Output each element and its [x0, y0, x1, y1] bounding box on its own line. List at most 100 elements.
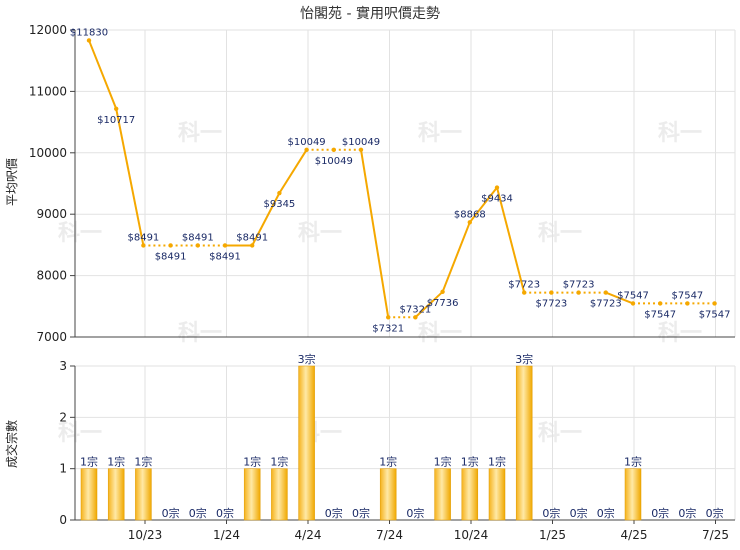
deal-count-bar: [107, 468, 125, 521]
price-y-tick-label: 12000: [29, 23, 67, 37]
price-point: [630, 301, 636, 306]
deal-count-label: 1宗: [107, 455, 125, 469]
price-point-label: $10049: [288, 137, 326, 148]
deal-count-label: 1宗: [488, 455, 506, 469]
price-point: [522, 290, 527, 295]
price-point-label: $8491: [182, 232, 214, 243]
deal-count-label: 0宗: [542, 506, 560, 520]
deal-count-bar: [271, 468, 288, 521]
price-line-segment: [496, 187, 526, 293]
count-y-tick-label: 2: [59, 410, 67, 424]
deal-count-bar: [515, 365, 533, 521]
price-point-label: $7736: [427, 298, 459, 309]
price-point-label: $8868: [454, 209, 486, 220]
watermark-text: 科一: [58, 221, 102, 246]
watermark-text: 科一: [538, 221, 582, 246]
price-line-segment: [469, 186, 498, 223]
watermark-text: 科一: [178, 121, 222, 146]
deal-count-label: 0宗: [570, 506, 588, 520]
labels-layer: 1宗 1宗 1宗 0宗 0宗 0宗 1宗 1宗 3宗 0宗 0宗 1宗 0宗 1宗 1宗 1宗 3宗 0宗 0宗 0宗…: [70, 27, 731, 520]
x-tick-label: 4/25: [621, 528, 648, 542]
price-point: [222, 243, 228, 248]
chart-title: 怡閣苑 - 實用呎價走勢: [300, 5, 440, 22]
x-tick-label: 10/23: [128, 528, 163, 542]
deal-count-label: 3宗: [298, 352, 316, 366]
deal-count-label: 1宗: [270, 455, 288, 469]
deal-count-label: 1宗: [243, 455, 261, 469]
price-point-label: $8491: [127, 232, 159, 243]
watermark-text: 科一: [418, 321, 462, 346]
price-point: [467, 220, 472, 225]
grid-layer: [75, 29, 736, 521]
price-y-tick-label: 10000: [29, 146, 67, 160]
price-point-label: $7547: [617, 290, 649, 301]
watermark-text: 科一: [58, 421, 102, 446]
price-point-label: $8491: [209, 251, 241, 262]
deal-count-bar: [624, 468, 642, 521]
deal-count-label: 1宗: [80, 455, 98, 469]
deal-count-label: 1宗: [461, 455, 479, 469]
price-point-label: $7723: [590, 299, 622, 310]
price-point: [277, 190, 282, 196]
watermark-text: 科一: [538, 421, 582, 446]
price-point: [86, 38, 92, 43]
deal-count-bar: [434, 468, 451, 521]
price-point-label: $8491: [236, 232, 268, 243]
price-point: [413, 315, 418, 320]
price-point-label: $9434: [481, 194, 513, 205]
deal-count-axis-label: 成交宗數: [4, 420, 19, 468]
count-y-tick-label: 1: [59, 462, 67, 476]
price-point: [168, 243, 173, 248]
deal-count-bar: [298, 365, 315, 521]
deal-count-label: 3宗: [515, 352, 533, 366]
price-point: [250, 243, 255, 248]
x-tick-label: 4/24: [295, 528, 322, 542]
price-point-label: $10717: [97, 115, 135, 126]
deal-count-bar: [80, 468, 98, 521]
watermark-text: 科一: [178, 321, 222, 346]
price-line-segment: [251, 192, 281, 246]
deal-count-bar: [379, 468, 397, 521]
x-tick-label: 1/24: [213, 528, 240, 542]
price-line-segment: [414, 291, 444, 319]
price-point: [576, 290, 581, 295]
price-point: [195, 243, 200, 248]
price-axis-label: 平均呎價: [5, 158, 19, 206]
price-point-label: $9345: [263, 199, 295, 210]
deal-count-bar: [488, 468, 506, 521]
deal-count-label: 1宗: [624, 455, 642, 469]
price-y-tick-label: 8000: [36, 269, 67, 283]
x-tick-label: 10/24: [454, 528, 489, 542]
price-point: [440, 289, 445, 295]
price-y-tick-label: 9000: [36, 207, 67, 221]
price-line-segment: [88, 40, 118, 110]
price-point-label: $7723: [535, 299, 567, 310]
price-point: [386, 315, 391, 320]
watermark-text: 科一: [658, 321, 702, 346]
deal-count-label: 0宗: [651, 506, 669, 520]
price-line-segment: [441, 221, 471, 293]
price-y-tick-label: 11000: [29, 84, 67, 98]
deal-count-label: 0宗: [216, 506, 234, 520]
deal-count-label: 0宗: [706, 506, 724, 520]
price-point-label: $7723: [563, 280, 595, 291]
price-line-segment: [278, 149, 308, 194]
x-tick-label: 7/25: [702, 528, 729, 542]
price-y-tick-label: 7000: [36, 330, 67, 344]
price-point-label: $10049: [342, 137, 380, 148]
price-point: [331, 147, 336, 152]
deal-count-label: 1宗: [379, 455, 397, 469]
deal-count-label: 0宗: [597, 506, 615, 520]
price-point-label: $7321: [399, 304, 431, 315]
price-point: [685, 301, 690, 306]
deal-count-label: 1宗: [134, 455, 152, 469]
count-y-tick-label: 3: [59, 359, 67, 373]
count-y-tick-label: 0: [59, 513, 67, 527]
price-point-label: $7547: [644, 309, 676, 320]
price-point: [114, 106, 119, 111]
price-point-label: $10049: [315, 156, 353, 167]
x-tick-label: 7/24: [376, 528, 403, 542]
price-point: [549, 290, 554, 295]
